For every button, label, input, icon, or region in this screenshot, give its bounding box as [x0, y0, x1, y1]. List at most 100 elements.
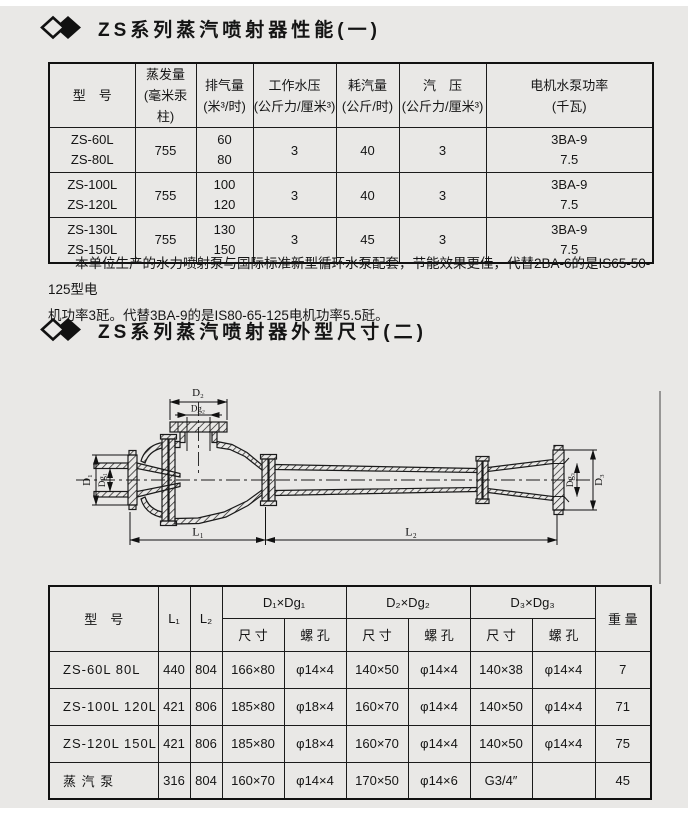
dim-label-d2: D₂	[192, 387, 204, 399]
branch-wall	[211, 431, 218, 444]
dimensions-table: 型 号 L₁ L₂ D₁×Dg₁ D₂×Dg₂ D₃×Dg₃ 重 量 尺 寸 螺…	[48, 585, 653, 800]
cell: 316	[157, 761, 191, 800]
cell: 755	[134, 172, 197, 218]
branch-wall	[179, 431, 186, 444]
footnote-paragraph: 本单位生产的水力喷射泵与国际标准新型循环水泵配套，节能效果更佳，代替2BA-6的…	[48, 251, 656, 329]
cell: 7	[594, 650, 652, 689]
cell: ZS-120L 150L	[48, 724, 159, 763]
th-steam-consumption: 耗汽量 (公斤/时)	[335, 62, 400, 128]
cell: 421	[157, 724, 191, 763]
cell: 140×38	[469, 650, 533, 689]
cell: 3BA-9 7.5	[485, 127, 654, 173]
cell: φ14×4	[283, 761, 347, 800]
th-weight: 重 量	[594, 585, 652, 652]
cell: φ14×6	[407, 761, 471, 800]
th-motor-pump-power: 电机水泵功率 (千瓦)	[485, 62, 654, 128]
cell: 3	[252, 127, 337, 173]
table-row: ZS-60L 80L 440 804 166×80 φ14×4 140×50 φ…	[48, 650, 652, 689]
page-title-2: ZS系列蒸汽喷射器外型尺寸(二)	[98, 321, 427, 343]
cell: 40	[335, 172, 400, 218]
cell: 3	[398, 172, 487, 218]
cell: φ14×4	[283, 650, 347, 689]
pipe-wall	[274, 463, 478, 474]
cell: 440	[157, 650, 191, 689]
dim-label-d3: D₃	[593, 474, 605, 486]
cell: 140×50	[469, 687, 533, 726]
cell: 45	[335, 217, 400, 263]
dim-label-d1: D₁	[81, 474, 93, 486]
section2-title: ZS系列蒸汽喷射器外型尺寸(二)	[40, 316, 427, 344]
cell: 3BA-9 7.5	[485, 217, 654, 263]
cell: 804	[189, 650, 223, 689]
table-row: 蒸 汽 泵 316 804 160×70 φ14×4 170×50 φ14×6 …	[48, 761, 652, 800]
diffuser-wall	[487, 487, 554, 502]
th-group-d1: D₁×Dg₁	[221, 585, 347, 619]
th-size: 尺 寸	[221, 617, 285, 652]
cell: 130 150	[195, 217, 254, 263]
cell: 3	[398, 217, 487, 263]
th-water-pressure: 工作水压 (公斤力/厘米³)	[252, 62, 337, 128]
footnote-line: 机功率3瓩。代替3BA-9的是IS80-65-125电机功率5.5瓩。	[48, 308, 389, 323]
cell: 160×70	[345, 687, 409, 726]
th-model: 型 号	[48, 62, 136, 128]
cell: φ14×4	[407, 650, 471, 689]
double-diamond-icon	[40, 317, 81, 342]
cell: φ14×4	[531, 687, 596, 726]
table-row: ZS-130L ZS-150L 755 130 150 3 45 3 3BA-9 7.…	[48, 217, 654, 263]
cell: 75	[594, 724, 652, 763]
cell: 806	[189, 687, 223, 726]
table-header-row: 型 号 L₁ L₂ D₁×Dg₁ D₂×Dg₂ D₃×Dg₃ 重 量	[48, 585, 652, 652]
dim-label-dg3: Dg₃	[565, 473, 575, 487]
dim-label-l2: L₂	[405, 525, 417, 539]
dim-label-dg2: Dg₂	[191, 404, 205, 414]
cell: 40	[335, 127, 400, 173]
performance-table: 型 号 蒸发量 (毫米汞柱) 排气量 (米³/时) 工作水压 (公斤力/厘米³) 耗汽…	[48, 62, 654, 264]
cell: G3/4″	[469, 761, 533, 800]
cell: φ18×4	[283, 724, 347, 763]
cell: 100 120	[195, 172, 254, 218]
inlet-pipe-wall	[93, 490, 129, 498]
cell: ZS-100L 120L	[48, 687, 159, 726]
table-row: ZS-60L ZS-80L 755 60 80 3 40 3 3BA-9 7.5	[48, 127, 654, 173]
diffuser-wall	[487, 458, 554, 473]
th-group-d2: D₂×Dg₂	[345, 585, 471, 619]
pipe-wall	[274, 486, 478, 497]
dim-label-dg1: Dg₁	[97, 473, 107, 487]
th-size: 尺 寸	[345, 617, 409, 652]
cell: 140×50	[469, 724, 533, 763]
double-diamond-icon	[40, 15, 81, 40]
cell: 3	[252, 217, 337, 263]
cell: 421	[157, 687, 191, 726]
cell: 806	[189, 724, 223, 763]
cell: φ14×4	[531, 650, 596, 689]
cell: 蒸 汽 泵	[48, 761, 159, 800]
cell: ZS-100L ZS-120L	[48, 172, 136, 218]
cell: 140×50	[345, 650, 409, 689]
cell: 3	[398, 127, 487, 173]
cell: 60 80	[195, 127, 254, 173]
dim-label-l1: L₁	[192, 525, 204, 539]
section1-title: ZS系列蒸汽喷射器性能(一)	[40, 14, 381, 42]
footnote-line: 本单位生产的水力喷射泵与国际标准新型循环水泵配套，节能效果更佳，代替2BA-6的…	[48, 256, 651, 297]
cell: φ14×4	[531, 724, 596, 763]
th-evaporation: 蒸发量 (毫米汞柱)	[134, 62, 197, 128]
cell: 185×80	[221, 724, 285, 763]
cell: φ18×4	[283, 687, 347, 726]
table-header-row: 型 号 蒸发量 (毫米汞柱) 排气量 (米³/时) 工作水压 (公斤力/厘米³) 耗汽…	[48, 62, 654, 128]
th-model: 型 号	[48, 585, 159, 652]
th-l2: L₂	[189, 585, 223, 652]
cell: φ14×4	[407, 687, 471, 726]
th-exhaust: 排气量 (米³/时)	[195, 62, 254, 128]
cell: ZS-60L 80L	[48, 650, 159, 689]
cell: 170×50	[345, 761, 409, 800]
table-row: ZS-100L ZS-120L 755 100 120 3 40 3 3BA-9 7.…	[48, 172, 654, 218]
th-bolt-holes: 螺 孔	[531, 617, 596, 652]
bleed-through-line	[659, 391, 661, 584]
cell: 71	[594, 687, 652, 726]
table-row: ZS-120L 150L 421 806 185×80 φ18×4 160×70…	[48, 724, 652, 763]
cell: 804	[189, 761, 223, 800]
th-bolt-holes: 螺 孔	[407, 617, 471, 652]
page-title: ZS系列蒸汽喷射器性能(一)	[98, 19, 381, 41]
th-group-d3: D₃×Dg₃	[469, 585, 596, 619]
